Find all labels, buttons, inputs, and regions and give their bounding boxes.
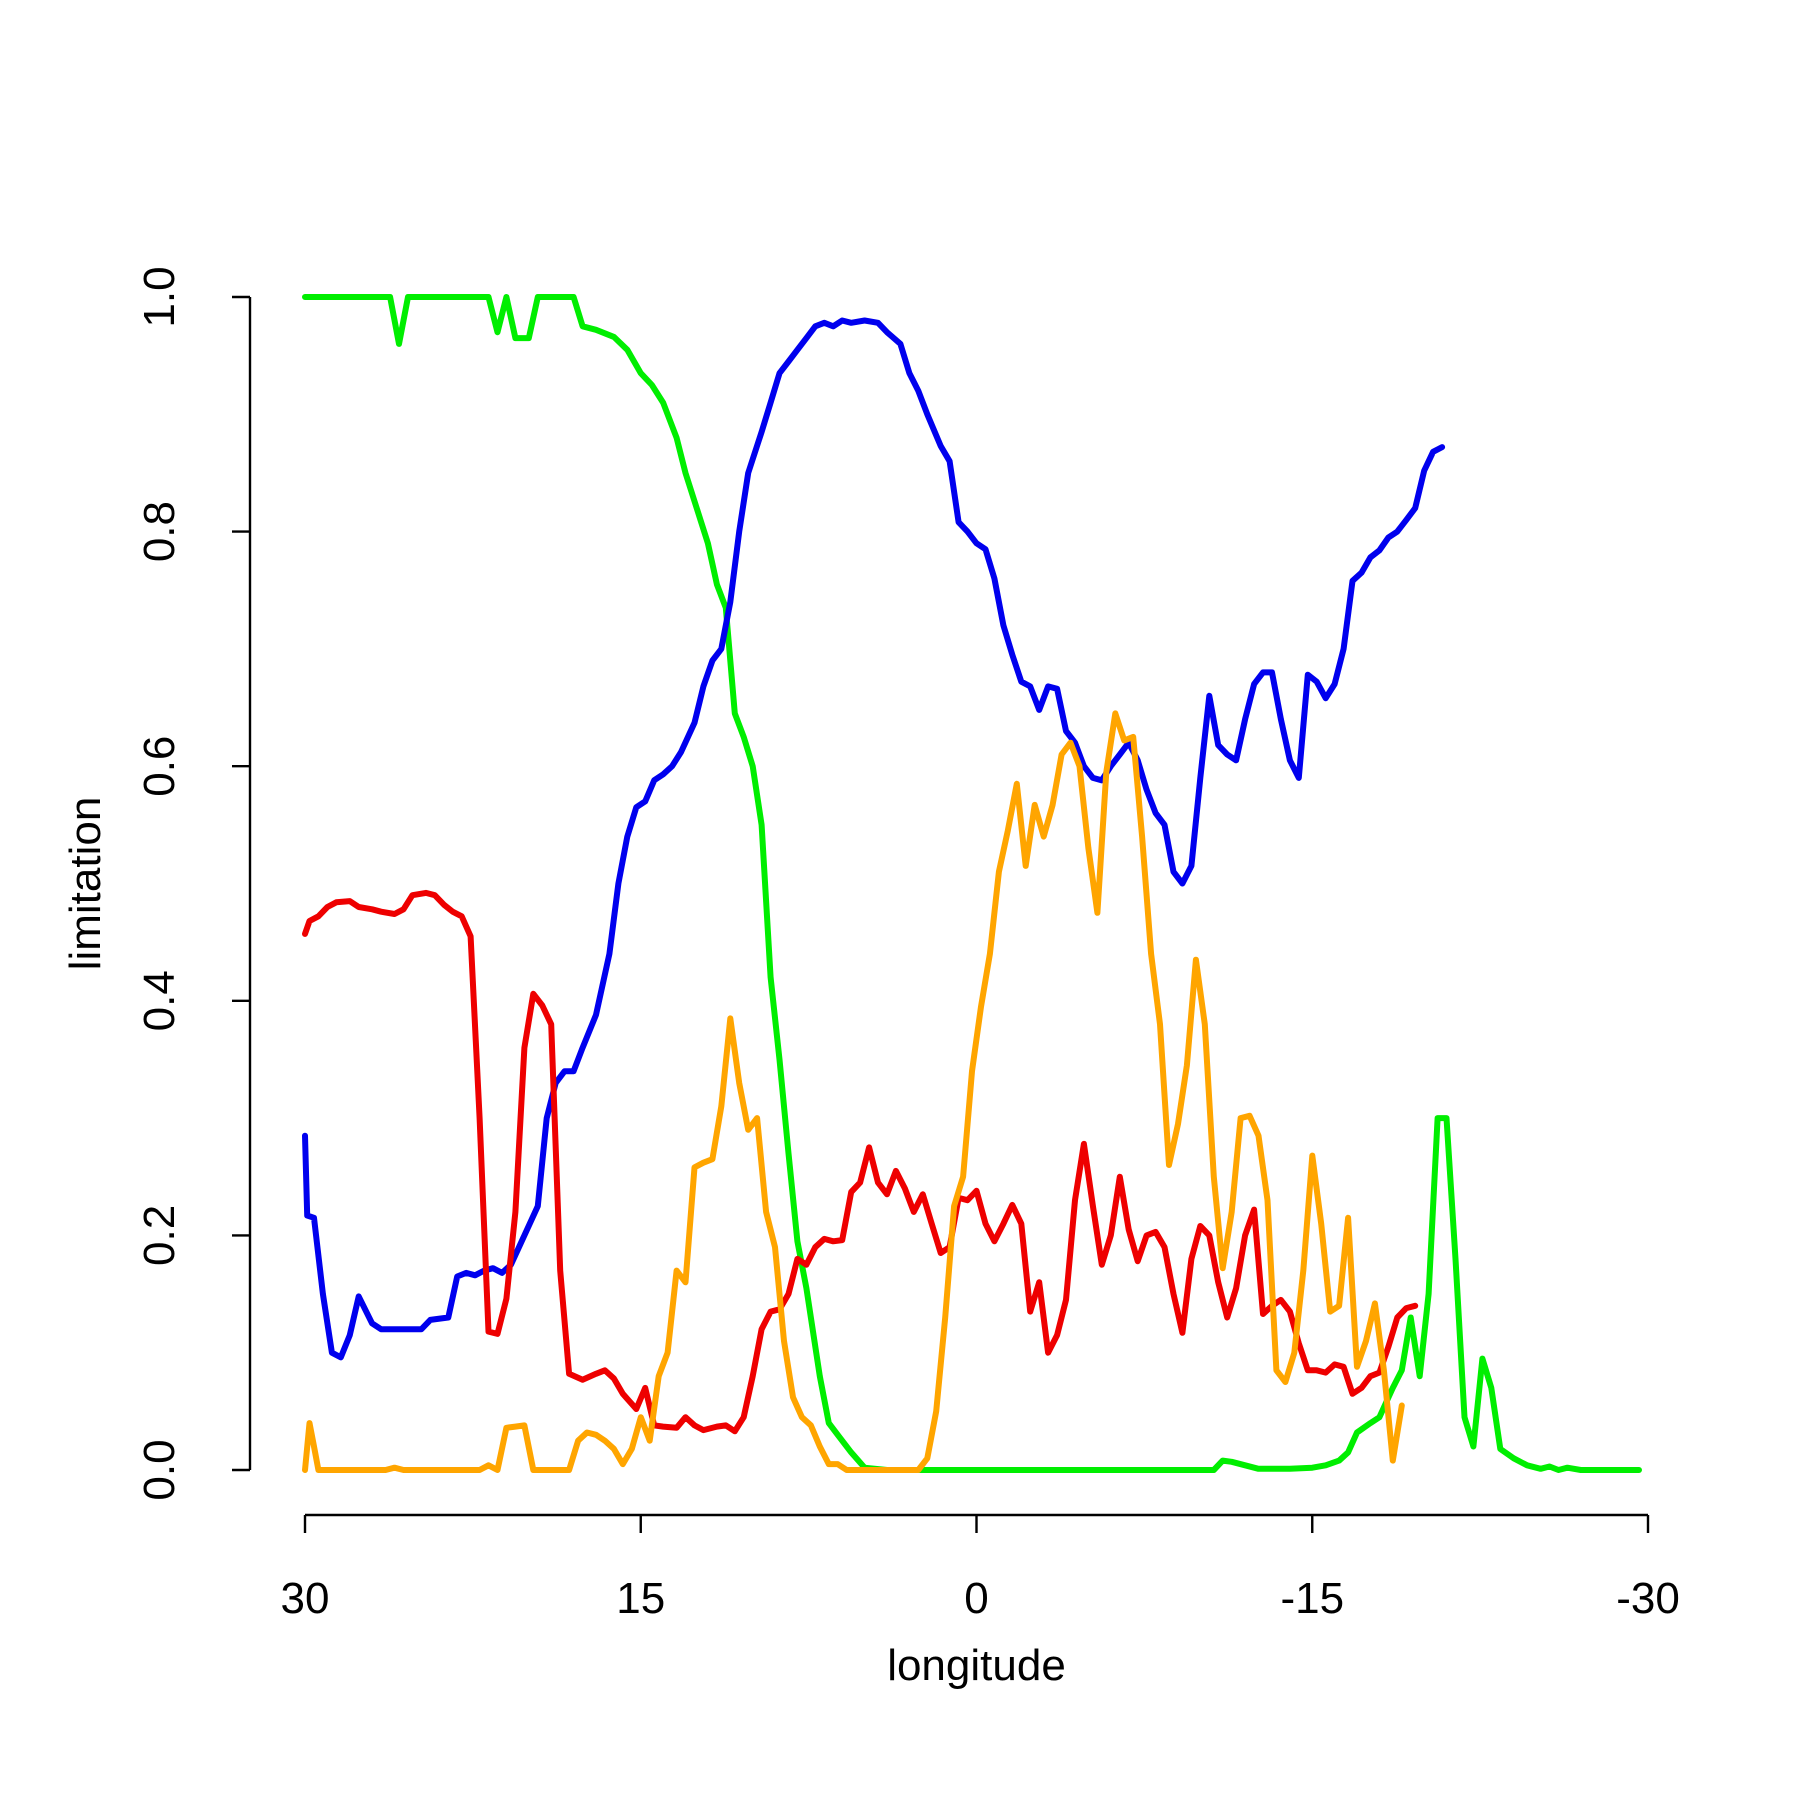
x-tick-label: 30 [281,1574,330,1623]
y-tick-label: 0.8 [135,501,184,562]
y-tick-label: 0.0 [135,1439,184,1500]
series-group [302,294,1642,1473]
y-axis-title: limitation [61,797,110,971]
x-axis-ticks: 30 15 0 -15 -30 [281,1515,1680,1623]
series-line-2 [302,317,1446,1361]
axes: 0.0 0.2 0.4 0.6 0.8 1.0 30 15 0 -15 -30 [135,266,1680,1623]
y-tick-label: 0.4 [135,970,184,1031]
x-axis-title: longitude [887,1641,1066,1690]
x-tick-label: 15 [616,1574,665,1623]
y-tick-label: 1.0 [135,266,184,327]
x-tick-label: -15 [1280,1574,1344,1623]
x-tick-label: 0 [964,1574,988,1623]
series-line-4 [302,710,1405,1473]
y-axis-ticks: 0.0 0.2 0.4 0.6 0.8 1.0 [135,266,250,1501]
x-tick-label: -30 [1616,1574,1680,1623]
y-tick-label: 0.2 [135,1205,184,1266]
series-line-3 [302,889,1419,1435]
series-line-1 [302,294,1642,1473]
y-tick-label: 0.6 [135,736,184,797]
